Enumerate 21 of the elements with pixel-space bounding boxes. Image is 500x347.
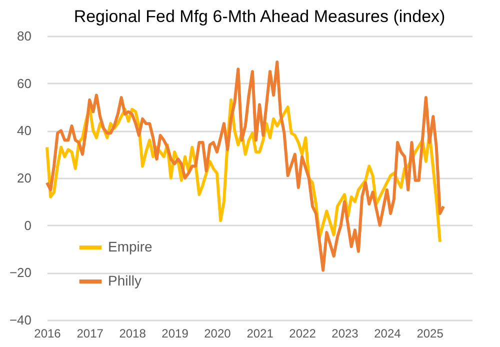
y-tick-label: −20 [9, 265, 32, 280]
x-tick-label: 2018 [119, 326, 146, 340]
chart-title: Regional Fed Mfg 6-Mth Ahead Measures (index) [74, 7, 446, 26]
x-tick-label: 2019 [162, 326, 189, 340]
legend-label: Philly [108, 272, 142, 288]
x-tick-label: 2022 [289, 326, 316, 340]
y-tick-label: 60 [17, 76, 32, 91]
x-tick-label: 2016 [34, 326, 62, 340]
y-tick-label: −40 [9, 312, 32, 328]
x-tick-label: 2017 [76, 326, 104, 340]
x-tick-label: 2025 [416, 326, 444, 340]
y-tick-label: 80 [17, 28, 32, 44]
x-tick-label: 2023 [332, 326, 359, 340]
x-tick-label: 2021 [246, 326, 274, 340]
y-tick-label: 40 [17, 123, 32, 138]
line-series [46, 60, 445, 272]
x-tick-label: 2024 [374, 326, 402, 340]
legend-label: Empire [108, 238, 153, 254]
y-tick-label: 20 [17, 170, 32, 186]
y-tick-label: 0 [24, 218, 32, 233]
x-tick-label: 2020 [204, 326, 232, 340]
